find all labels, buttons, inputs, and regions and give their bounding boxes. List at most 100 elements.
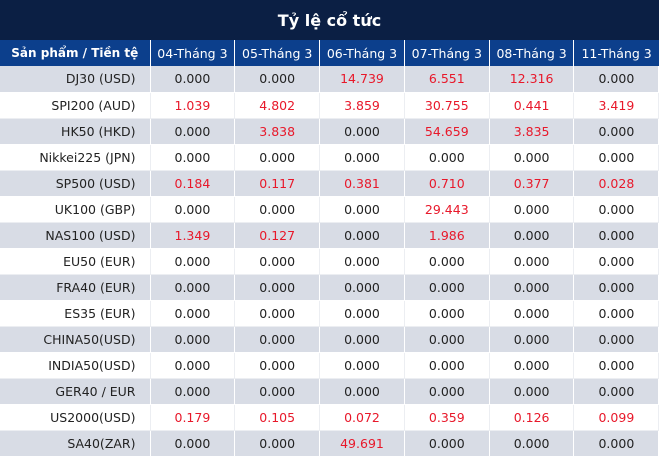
dividend-value-cell: 0.000 xyxy=(150,326,236,353)
table-row: US2000(USD) 0.179 0.105 0.072 0.359 0.126 0.09… xyxy=(0,404,659,431)
dividend-value-cell: 54.659 xyxy=(404,118,490,145)
dividend-value-cell: 0.000 xyxy=(150,66,236,93)
dividend-value-cell: 0.000 xyxy=(573,430,659,457)
dividend-value-cell: 0.000 xyxy=(573,274,659,301)
dividend-value-cell: 0.000 xyxy=(150,144,236,171)
dividend-value-cell: 0.000 xyxy=(404,274,490,301)
dividend-value-cell: 0.179 xyxy=(150,404,236,431)
dividend-value-cell: 0.000 xyxy=(573,196,659,223)
column-header-date: 06-Tháng 3 xyxy=(319,40,405,66)
dividend-value-cell: 0.000 xyxy=(404,300,490,327)
dividend-value-cell: 0.000 xyxy=(489,352,575,379)
dividend-value-cell: 0.000 xyxy=(404,326,490,353)
dividend-value-cell: 0.000 xyxy=(573,378,659,405)
table-row: CHINA50(USD) 0.000 0.000 0.000 0.000 0.000 0.0… xyxy=(0,326,659,353)
dividend-value-cell: 0.000 xyxy=(404,430,490,457)
dividend-value-cell: 0.000 xyxy=(404,248,490,275)
dividend-value-cell: 0.000 xyxy=(489,300,575,327)
dividend-value-cell: 0.000 xyxy=(150,118,236,145)
product-cell: ES35 (EUR) xyxy=(0,300,151,327)
table-row: ES35 (EUR) 0.000 0.000 0.000 0.000 0.000 0.000 xyxy=(0,300,659,327)
dividend-value-cell: 0.028 xyxy=(573,170,659,197)
dividend-value-cell: 0.000 xyxy=(234,196,321,223)
column-header-date: 07-Tháng 3 xyxy=(404,40,490,66)
table-row: Nikkei225 (JPN) 0.000 0.000 0.000 0.000 0.000… xyxy=(0,144,659,171)
product-cell: UK100 (GBP) xyxy=(0,196,151,223)
product-cell: HK50 (HKD) xyxy=(0,118,151,145)
dividend-value-cell: 29.443 xyxy=(404,196,490,223)
dividend-value-cell: 0.000 xyxy=(489,274,575,301)
dividend-value-cell: 0.377 xyxy=(489,170,575,197)
dividend-value-cell: 3.838 xyxy=(234,118,321,145)
dividend-value-cell: 0.000 xyxy=(319,118,405,145)
dividend-value-cell: 0.000 xyxy=(150,274,236,301)
dividend-value-cell: 0.105 xyxy=(234,404,321,431)
table-row: HK50 (HKD) 0.000 3.838 0.000 54.659 3.835 0.00… xyxy=(0,118,659,145)
dividend-value-cell: 4.802 xyxy=(234,92,321,119)
dividend-value-cell: 0.710 xyxy=(404,170,490,197)
dividend-value-cell: 1.349 xyxy=(150,222,236,249)
dividend-value-cell: 14.739 xyxy=(319,66,405,93)
dividend-value-cell: 3.859 xyxy=(319,92,405,119)
column-header-date: 05-Tháng 3 xyxy=(234,40,321,66)
dividend-value-cell: 0.000 xyxy=(234,326,321,353)
dividend-value-cell: 0.000 xyxy=(150,352,236,379)
dividend-value-cell: 0.000 xyxy=(489,222,575,249)
dividend-value-cell: 0.184 xyxy=(150,170,236,197)
dividend-value-cell: 0.000 xyxy=(573,248,659,275)
dividend-value-cell: 0.441 xyxy=(489,92,575,119)
dividend-value-cell: 0.000 xyxy=(404,144,490,171)
product-cell: SPI200 (AUD) xyxy=(0,92,151,119)
dividend-value-cell: 0.000 xyxy=(489,248,575,275)
product-cell: NAS100 (USD) xyxy=(0,222,151,249)
dividend-value-cell: 0.000 xyxy=(573,222,659,249)
dividend-value-cell: 0.000 xyxy=(319,248,405,275)
dividend-value-cell: 0.000 xyxy=(234,274,321,301)
dividend-value-cell: 0.000 xyxy=(489,144,575,171)
dividend-value-cell: 0.000 xyxy=(489,196,575,223)
table-header: Sản phẩm / Tiền tệ 04-Tháng 3 05-Tháng 3… xyxy=(0,40,659,66)
dividend-value-cell: 49.691 xyxy=(319,430,405,457)
dividend-value-cell: 0.000 xyxy=(489,378,575,405)
table-row: FRA40 (EUR) 0.000 0.000 0.000 0.000 0.000 0.00… xyxy=(0,274,659,301)
dividend-value-cell: 0.000 xyxy=(319,274,405,301)
table-row: GER40 / EUR 0.000 0.000 0.000 0.000 0.000 0.00… xyxy=(0,378,659,405)
column-header-date: 08-Tháng 3 xyxy=(489,40,575,66)
table-row: DJ30 (USD) 0.000 0.000 14.739 6.551 12.316 0.0… xyxy=(0,66,659,93)
dividend-value-cell: 0.000 xyxy=(319,196,405,223)
dividend-value-cell: 1.986 xyxy=(404,222,490,249)
product-cell: SP500 (USD) xyxy=(0,170,151,197)
product-cell: FRA40 (EUR) xyxy=(0,274,151,301)
dividend-value-cell: 0.000 xyxy=(319,300,405,327)
dividend-value-cell: 0.000 xyxy=(573,352,659,379)
dividend-value-cell: 0.000 xyxy=(404,352,490,379)
dividend-value-cell: 0.000 xyxy=(150,196,236,223)
table-row: NAS100 (USD) 1.349 0.127 0.000 1.986 0.000 0.0… xyxy=(0,222,659,249)
dividend-rate-table: Sản phẩm / Tiền tệ 04-Tháng 3 05-Tháng 3… xyxy=(0,40,659,457)
table-title-bar: Tỷ lệ cổ tức xyxy=(0,0,659,40)
product-cell: Nikkei225 (JPN) xyxy=(0,144,151,171)
dividend-value-cell: 0.000 xyxy=(573,326,659,353)
dividend-value-cell: 0.000 xyxy=(319,378,405,405)
table-row: SA40(ZAR) 0.000 0.000 49.691 0.000 0.000 0.000 xyxy=(0,430,659,457)
dividend-value-cell: 0.072 xyxy=(319,404,405,431)
table-row: SPI200 (AUD) 1.039 4.802 3.859 30.755 0.441 3.… xyxy=(0,92,659,119)
dividend-value-cell: 0.000 xyxy=(319,222,405,249)
dividend-value-cell: 0.000 xyxy=(150,430,236,457)
column-header-product: Sản phẩm / Tiền tệ xyxy=(0,40,151,66)
dividend-value-cell: 0.359 xyxy=(404,404,490,431)
table-row: UK100 (GBP) 0.000 0.000 0.000 29.443 0.000 0.0… xyxy=(0,196,659,223)
dividend-value-cell: 0.000 xyxy=(319,144,405,171)
dividend-value-cell: 0.000 xyxy=(234,300,321,327)
dividend-value-cell: 0.000 xyxy=(319,352,405,379)
dividend-value-cell: 0.099 xyxy=(573,404,659,431)
dividend-value-cell: 0.126 xyxy=(489,404,575,431)
dividend-value-cell: 0.000 xyxy=(234,66,321,93)
dividend-value-cell: 0.381 xyxy=(319,170,405,197)
product-cell: INDIA50(USD) xyxy=(0,352,151,379)
dividend-value-cell: 0.000 xyxy=(319,326,405,353)
dividend-value-cell: 0.000 xyxy=(234,430,321,457)
product-cell: CHINA50(USD) xyxy=(0,326,151,353)
dividend-value-cell: 3.835 xyxy=(489,118,575,145)
dividend-value-cell: 3.419 xyxy=(573,92,659,119)
